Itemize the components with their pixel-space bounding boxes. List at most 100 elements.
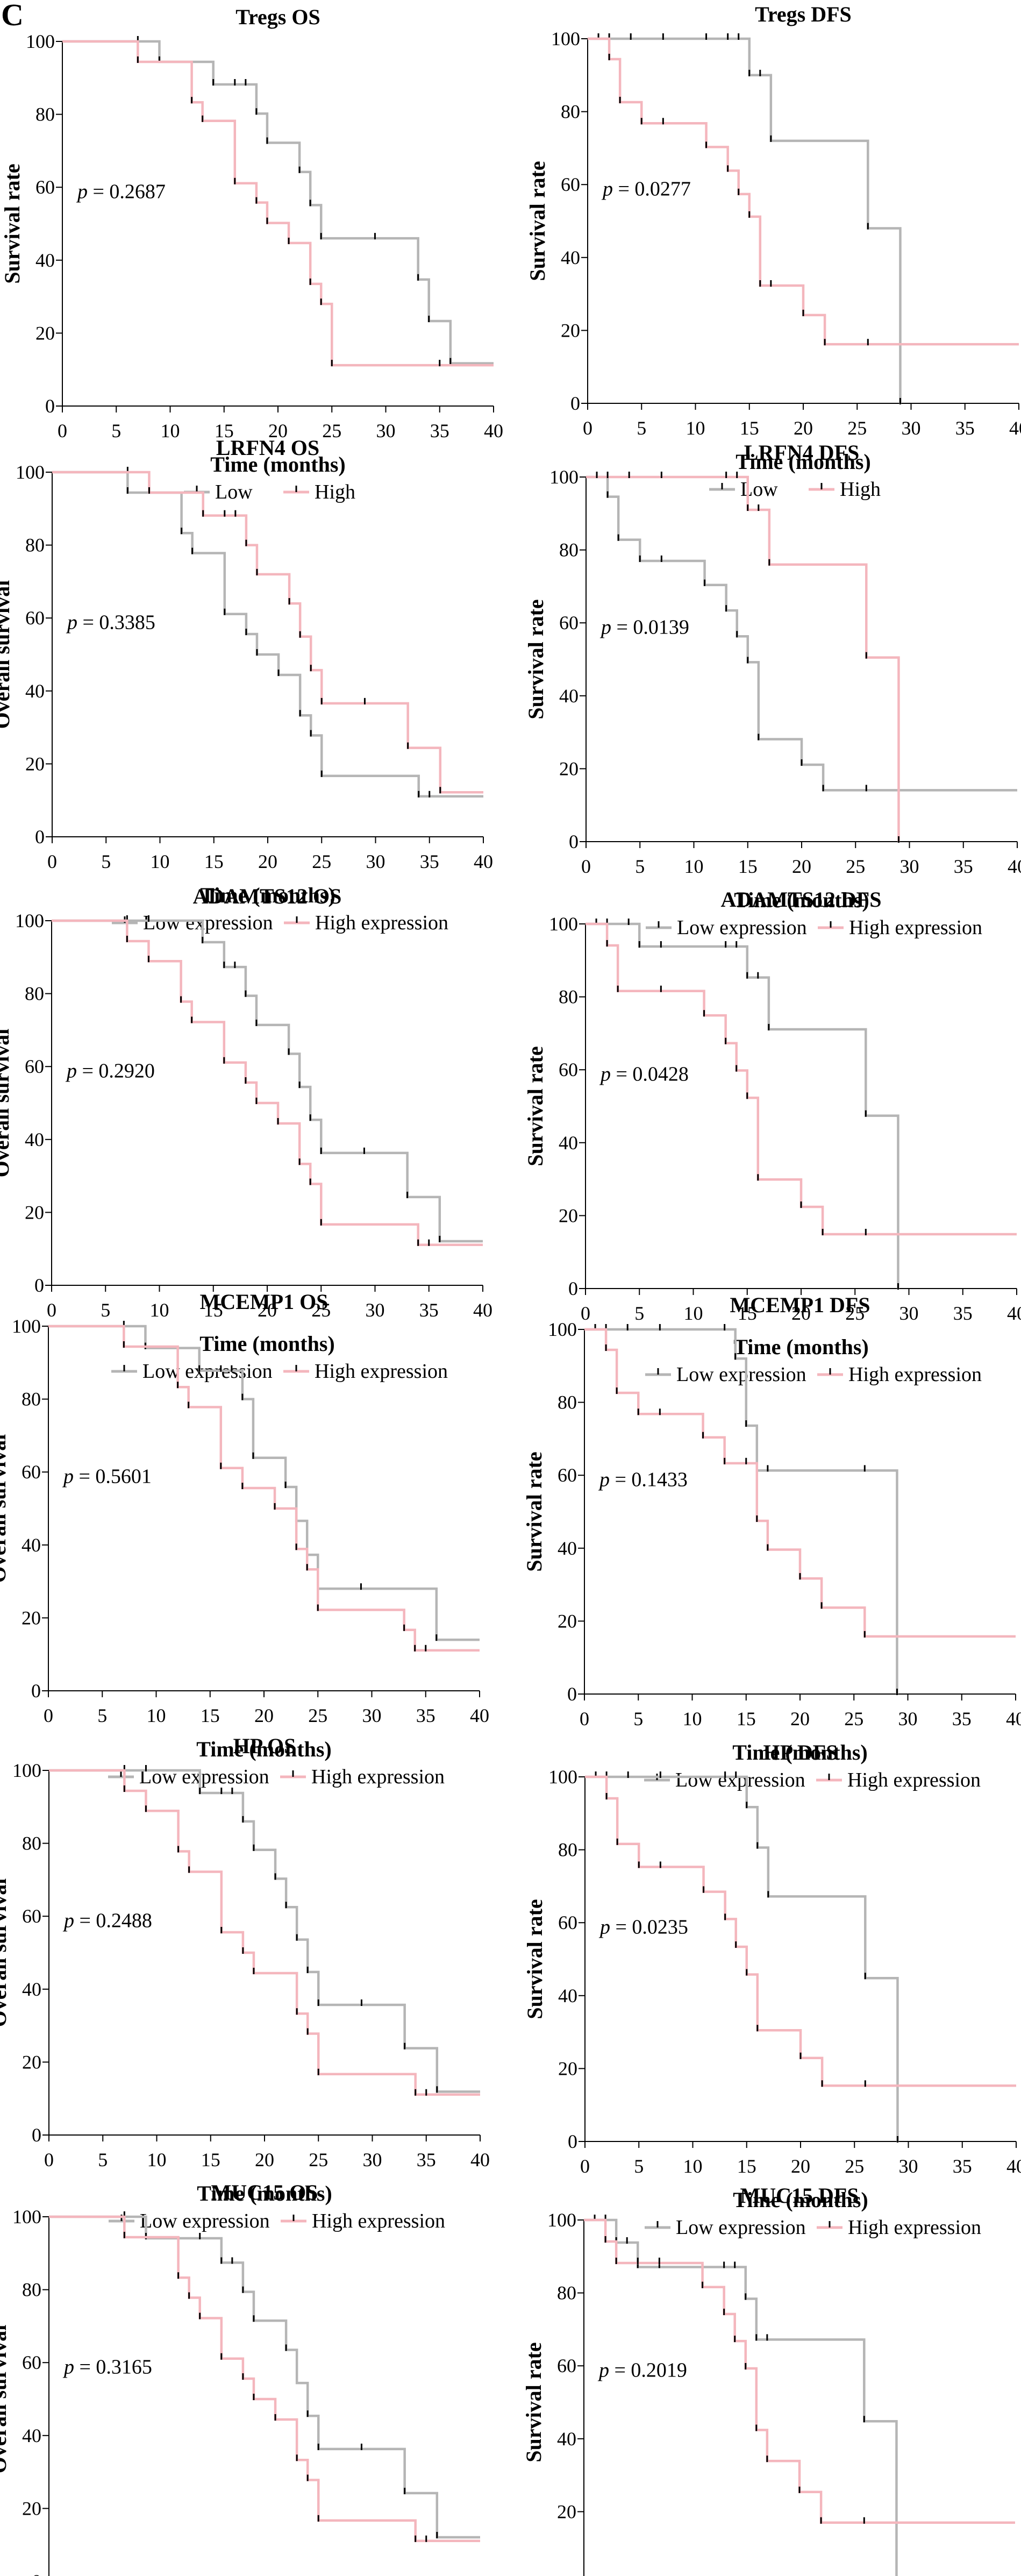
chart-title: Tregs DFS [755,2,852,26]
x-tick-label: 30 [366,1299,385,1321]
survival-curve-high [62,40,494,367]
legend-item-low: Low expression [645,2216,806,2239]
x-tick-label: 10 [150,1299,169,1321]
x-tick-label: 0 [580,2155,590,2177]
x-tick-label: 40 [470,1705,489,1726]
y-axis-label: Survival rate [522,2342,546,2462]
y-tick-label: 20 [558,1610,577,1632]
y-axis-label: Overall survival [0,580,14,729]
y-axis-label: Survival rate [522,1451,546,1571]
y-tick-label: 60 [557,2355,576,2376]
x-tick-label: 0 [44,1705,53,1726]
x-tick-label: 5 [637,417,646,439]
y-axis-label: Overall survival [0,1878,11,2027]
y-tick-label: 100 [549,466,579,488]
x-tick-label: 15 [201,1705,220,1726]
y-tick-label: 0 [568,1278,578,1299]
chart-title: MUC15 OS [211,2180,318,2204]
x-tick-label: 40 [1007,1303,1021,1324]
x-tick-label: 40 [1008,856,1021,877]
x-tick-label: 40 [473,1299,492,1321]
x-tick-label: 35 [420,851,439,872]
y-tick-label: 0 [45,395,55,417]
x-axis-label: Time (months) [733,1335,868,1359]
y-tick-label: 20 [35,322,55,344]
y-tick-label: 100 [12,2206,41,2228]
y-tick-label: 80 [561,101,580,123]
y-tick-label: 20 [25,1201,44,1223]
y-tick-label: 20 [558,2058,577,2079]
x-tick-label: 10 [684,1303,703,1324]
x-axis-label: Time (months) [210,452,345,476]
x-tick-label: 20 [258,1299,277,1321]
x-tick-label: 30 [899,2155,918,2177]
x-tick-label: 25 [847,417,867,439]
p-symbol: p [62,1910,74,1932]
x-tick-label: 15 [738,856,758,877]
x-tick-label: 25 [322,420,341,442]
p-value: = 0.2920 [77,1060,155,1083]
legend-item-high: High expression [284,912,448,934]
p-symbol: p [598,1916,610,1939]
y-tick-label: 80 [559,986,578,1008]
x-tick-label: 10 [151,851,170,872]
survival-curve-low [52,919,483,1243]
p-symbol: p [599,1063,611,1086]
y-tick-label: 60 [559,612,579,634]
chart-title: HP OS [233,1734,296,1758]
y-axis-label: Survival rate [524,599,548,719]
legend-item-high: High [283,481,355,503]
x-tick-label: 35 [952,1708,972,1730]
p-value-annotation: p = 0.3165 [62,2356,152,2379]
legend-item-low: Low expression [112,912,273,934]
x-tick-label: 5 [635,856,645,877]
y-tick-label: 0 [567,1683,577,1705]
p-value-annotation: p = 0.5601 [62,1465,152,1488]
y-axis-label: Survival rate [523,1899,547,2019]
y-tick-label: 80 [557,2282,576,2304]
p-symbol: p [76,181,88,203]
p-value-annotation: p = 0.3385 [66,611,155,634]
y-tick-label: 20 [559,1205,578,1226]
y-tick-label: 100 [548,1766,577,1788]
x-axis-label: Time (months) [733,2188,868,2212]
x-tick-label: 5 [97,1705,107,1726]
x-tick-label: 40 [470,2149,490,2171]
p-value: = 0.2687 [88,181,166,203]
x-tick-label: 15 [215,420,234,442]
p-symbol: p [598,1469,610,1491]
y-tick-label: 20 [22,1607,41,1628]
survival-curve-high [49,2215,480,2542]
y-tick-label: 40 [558,1538,577,1559]
y-tick-label: 80 [25,983,44,1005]
legend-label: High [315,481,355,503]
x-tick-label: 15 [737,2155,756,2177]
x-tick-label: 30 [363,2149,382,2171]
y-tick-label: 100 [16,461,45,483]
y-tick-label: 100 [12,1315,41,1337]
y-tick-label: 80 [22,1389,41,1410]
p-value: = 0.2488 [74,1910,152,1932]
legend-item-high: High [809,478,881,501]
y-tick-label: 60 [559,1059,578,1080]
y-tick-label: 0 [568,2131,577,2152]
x-tick-label: 10 [684,856,704,877]
y-tick-label: 40 [22,1534,41,1556]
x-tick-label: 30 [902,417,921,439]
y-tick-label: 40 [559,1132,578,1154]
p-value-annotation: p = 0.0235 [598,1916,688,1939]
legend-label: High expression [312,2210,445,2232]
x-tick-label: 25 [846,856,865,877]
y-axis-label: Overall survival [0,2325,11,2474]
x-tick-label: 25 [309,2149,328,2171]
y-tick-label: 20 [557,2501,576,2522]
y-tick-label: 0 [31,1680,41,1702]
p-symbol: p [62,1465,74,1488]
y-tick-label: 20 [25,753,45,774]
x-tick-label: 5 [101,851,111,872]
p-value: = 0.3385 [77,611,155,634]
